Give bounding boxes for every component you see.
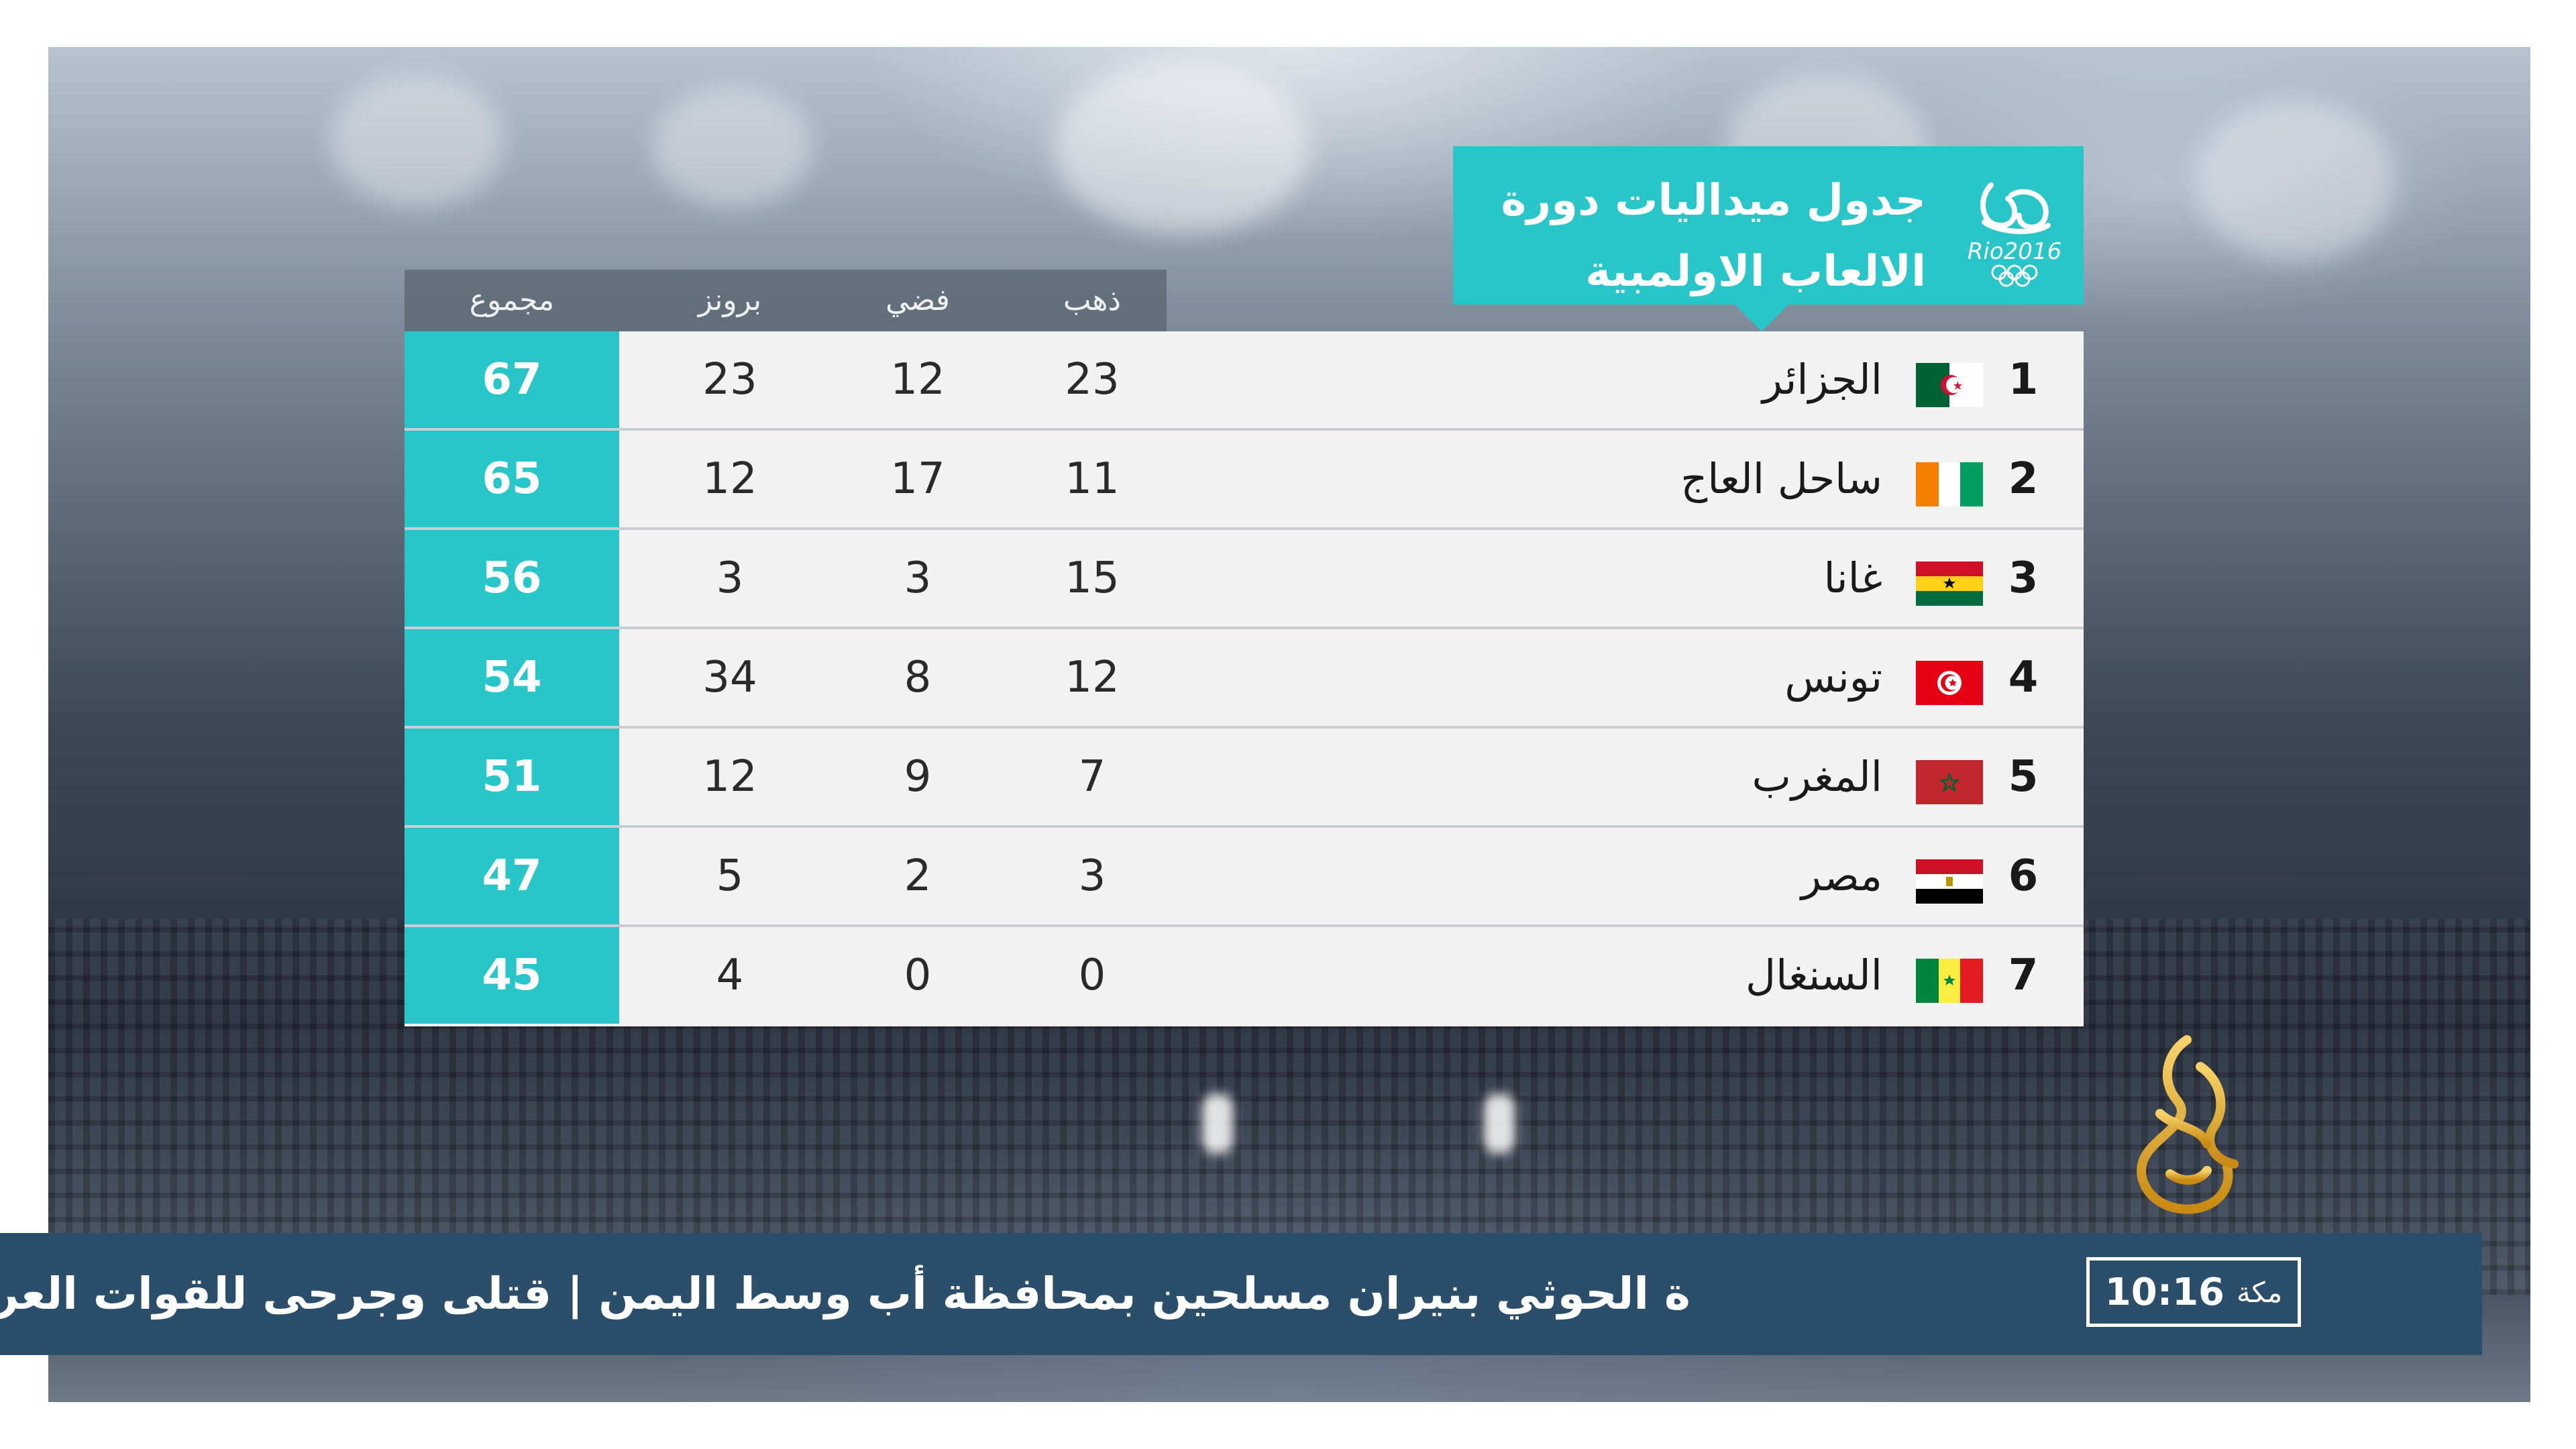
rank-number: 2 (2008, 454, 2039, 504)
total-cell: 56 (405, 530, 619, 627)
stadium-light (1484, 1093, 1515, 1154)
background-light (1055, 60, 1309, 235)
gold-cell: 11 (1065, 454, 1120, 504)
silver-cell: 2 (904, 851, 932, 901)
bronze-cell: 4 (716, 951, 744, 1000)
silver-cell: 9 (904, 752, 932, 802)
silver-cell: 12 (890, 355, 945, 405)
country-name: المغرب (1752, 752, 1882, 801)
rank-number: 1 (2008, 355, 2039, 405)
header-gold: ذهب (1063, 283, 1121, 317)
medal-table-title-box: جدول ميداليات دورة الالعاب الاولمبية Rio… (1453, 146, 2084, 331)
clock-city: مكة (2237, 1275, 2283, 1309)
table-row: 45 4 0 0 السنغال 7 (405, 927, 2084, 1026)
bronze-cell: 12 (702, 752, 757, 802)
rio-logo-text: Rio2016 (1968, 238, 2061, 265)
clock-time: 10:16 (2104, 1270, 2225, 1314)
table-row: 65 12 17 11 ساحل العاج 2 (405, 431, 2084, 530)
table-row: 56 3 3 15 غانا 3 (405, 530, 2084, 629)
bronze-cell: 12 (702, 454, 757, 504)
total-cell: 65 (405, 431, 619, 527)
country-name: السنغال (1746, 951, 1882, 1000)
al-jazeera-logo-icon (2137, 1035, 2239, 1214)
title-pointer (1735, 305, 1788, 331)
silver-cell: 0 (904, 951, 932, 1000)
silver-cell: 3 (904, 553, 932, 603)
gold-cell: 15 (1065, 553, 1120, 603)
gold-cell: 23 (1065, 355, 1120, 405)
table-row: 67 23 12 23 الجزائر 1 (405, 331, 2084, 431)
morocco-flag-icon (1916, 760, 1983, 804)
total-cell: 51 (405, 729, 619, 825)
column-header: مجموع برونز فضي ذهب (405, 270, 1167, 331)
country-name: مصر (1801, 851, 1882, 900)
background-light (652, 87, 813, 208)
title-line-1: جدول ميداليات دورة (1501, 176, 1926, 225)
rank-number: 3 (2008, 553, 2039, 603)
gold-cell: 12 (1065, 653, 1120, 702)
title-line-2: الالعاب الاولمبية (1585, 247, 1926, 297)
stadium-light (1202, 1093, 1233, 1154)
news-ticker: ة الحوثي بنيران مسلحين بمحافظة أب وسط ال… (0, 1233, 2482, 1355)
clock-box: مكة 10:16 (2086, 1257, 2301, 1327)
country-name: الجزائر (1762, 355, 1882, 404)
rank-number: 4 (2008, 653, 2039, 702)
rank-number: 7 (2008, 951, 2039, 1000)
tunisia-flag-icon (1916, 661, 1983, 705)
country-name: تونس (1784, 653, 1882, 702)
bronze-cell: 3 (716, 553, 744, 603)
total-cell: 54 (405, 629, 619, 726)
background-light (330, 74, 504, 208)
rio2016-logo-icon: Rio2016 (1968, 182, 2061, 287)
total-cell: 67 (405, 331, 619, 428)
ghana-flag-icon (1916, 561, 1983, 606)
gold-cell: 0 (1078, 951, 1106, 1000)
bronze-cell: 5 (716, 851, 744, 901)
medal-table: 67 23 12 23 الجزائر 1 65 12 17 11 ساحل ا… (405, 331, 2084, 1026)
total-cell: 45 (405, 927, 619, 1024)
egypt-flag-icon (1916, 859, 1983, 904)
table-row: 51 12 9 7 المغرب 5 (405, 729, 2084, 828)
rank-number: 5 (2008, 752, 2039, 802)
algeria-flag-icon (1916, 363, 1983, 407)
table-row: 54 34 8 12 تونس 4 (405, 629, 2084, 729)
gold-cell: 3 (1078, 851, 1106, 901)
country-name: ساحل العاج (1680, 454, 1882, 503)
senegal-flag-icon (1916, 959, 1983, 1003)
country-name: غانا (1823, 553, 1882, 602)
silver-cell: 17 (890, 454, 945, 504)
header-bronze: برونز (698, 283, 762, 317)
ticker-clip: ة الحوثي بنيران مسلحين بمحافظة أب وسط ال… (0, 1233, 2086, 1355)
page-title: جدول ميداليات دورة الالعاب الاولمبية (1501, 165, 1926, 307)
silver-cell: 8 (904, 653, 932, 702)
ticker-headline: ة الحوثي بنيران مسلحين بمحافظة أب وسط ال… (0, 1268, 1690, 1320)
table-row: 47 5 2 3 مصر 6 (405, 828, 2084, 927)
gold-cell: 7 (1078, 752, 1106, 802)
header-silver: فضي (885, 283, 950, 317)
header-total: مجموع (469, 283, 555, 317)
background-light (2195, 101, 2396, 262)
rank-number: 6 (2008, 851, 2039, 901)
ivory-coast-flag-icon (1916, 462, 1983, 506)
bronze-cell: 23 (702, 355, 757, 405)
bronze-cell: 34 (702, 653, 757, 702)
total-cell: 47 (405, 828, 619, 924)
